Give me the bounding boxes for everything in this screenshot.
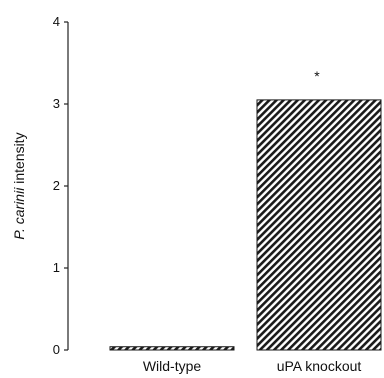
x-category-label: Wild-type bbox=[143, 358, 202, 374]
y-tick-label: 4 bbox=[53, 14, 60, 29]
y-tick-label: 0 bbox=[53, 342, 60, 357]
significance-star: * bbox=[314, 68, 320, 84]
x-axis-labels: Wild-type uPA knockout bbox=[143, 358, 362, 374]
y-tick-label: 2 bbox=[53, 178, 60, 193]
x-category-label: uPA knockout bbox=[277, 358, 362, 374]
y-tick-label: 3 bbox=[53, 96, 60, 111]
y-axis-ticks: 0 1 2 3 4 bbox=[53, 14, 68, 357]
annotations-group: * bbox=[314, 68, 320, 84]
bar-wild-type bbox=[109, 346, 235, 351]
y-axis-title-rest: intensity bbox=[11, 132, 27, 187]
bars-group bbox=[109, 99, 382, 351]
y-tick-label: 1 bbox=[53, 260, 60, 275]
bar-upa-knockout bbox=[256, 99, 382, 351]
y-axis-title: P. carinii intensity bbox=[11, 132, 27, 239]
y-axis-title-italic: P. carinii bbox=[11, 187, 27, 240]
